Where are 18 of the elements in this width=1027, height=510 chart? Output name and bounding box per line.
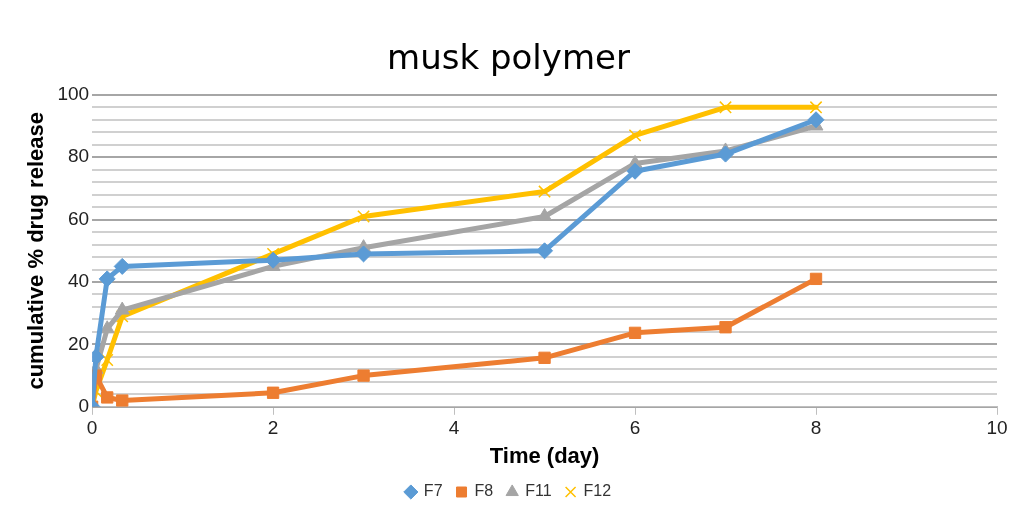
x-axis-title: Time (day) — [489, 442, 600, 468]
legend-label: F11 — [525, 482, 552, 500]
y-tick-label: 40 — [67, 270, 90, 292]
chart-title: musk polymer — [387, 37, 630, 78]
x-tick-label: 10 — [986, 417, 1008, 439]
y-tick-label: 80 — [67, 145, 90, 167]
y-tick-label: 0 — [78, 395, 90, 417]
y-tick-label: 100 — [57, 83, 90, 105]
y-tick-label: 60 — [67, 207, 90, 229]
legend-label: F8 — [474, 482, 494, 500]
x-tick-label: 2 — [267, 417, 279, 439]
legend-label: F7 — [423, 482, 443, 500]
y-axis-title: cumulative % drug release — [23, 112, 49, 390]
x-tick-label: 8 — [810, 417, 822, 439]
x-tick-label: 4 — [448, 417, 460, 439]
x-tick-label: 6 — [629, 417, 641, 439]
legend-label: F12 — [583, 482, 612, 500]
y-tick-label: 20 — [67, 332, 90, 354]
